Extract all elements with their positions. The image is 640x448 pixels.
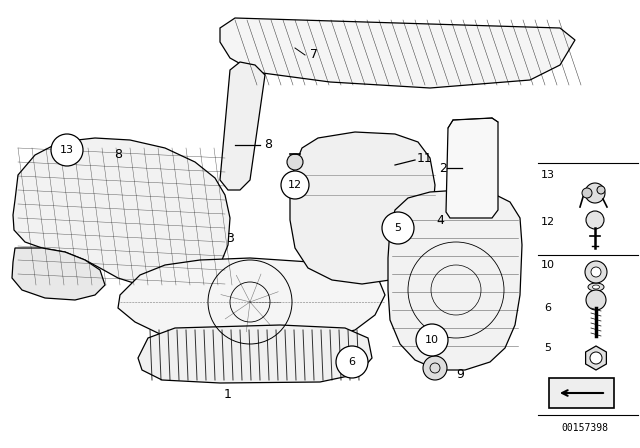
Polygon shape xyxy=(138,325,372,383)
Circle shape xyxy=(586,211,604,229)
Ellipse shape xyxy=(588,283,604,291)
Ellipse shape xyxy=(589,290,603,297)
Polygon shape xyxy=(12,248,105,300)
Circle shape xyxy=(51,134,83,166)
Circle shape xyxy=(281,171,309,199)
Polygon shape xyxy=(388,190,522,370)
Text: 10: 10 xyxy=(541,260,555,270)
Text: 8: 8 xyxy=(114,148,122,161)
FancyBboxPatch shape xyxy=(549,378,614,408)
Circle shape xyxy=(382,212,414,244)
Circle shape xyxy=(423,356,447,380)
Circle shape xyxy=(586,290,606,310)
Text: 7: 7 xyxy=(310,48,318,61)
Text: 8: 8 xyxy=(264,138,272,151)
Circle shape xyxy=(590,352,602,364)
Circle shape xyxy=(336,346,368,378)
Circle shape xyxy=(416,324,448,356)
Circle shape xyxy=(287,154,303,170)
Text: 9: 9 xyxy=(456,369,464,382)
Polygon shape xyxy=(586,346,606,370)
Text: 11: 11 xyxy=(417,151,433,164)
Polygon shape xyxy=(13,138,230,288)
Polygon shape xyxy=(118,258,385,345)
Ellipse shape xyxy=(593,285,600,289)
Text: 5: 5 xyxy=(545,343,552,353)
Circle shape xyxy=(582,188,592,198)
Circle shape xyxy=(591,267,601,277)
Polygon shape xyxy=(446,118,498,218)
Text: 12: 12 xyxy=(541,217,555,227)
Text: 10: 10 xyxy=(425,335,439,345)
Text: 4: 4 xyxy=(436,214,444,227)
Text: 5: 5 xyxy=(394,223,401,233)
Text: 6: 6 xyxy=(545,303,552,313)
Polygon shape xyxy=(220,18,575,88)
Text: 12: 12 xyxy=(288,180,302,190)
Text: 6: 6 xyxy=(349,357,355,367)
Circle shape xyxy=(585,261,607,283)
Text: 3: 3 xyxy=(226,232,234,245)
Text: 13: 13 xyxy=(541,170,555,180)
Circle shape xyxy=(597,186,605,194)
Polygon shape xyxy=(220,62,265,190)
Text: 1: 1 xyxy=(224,388,232,401)
Text: 13: 13 xyxy=(60,145,74,155)
Polygon shape xyxy=(290,132,435,284)
Circle shape xyxy=(585,183,605,203)
Text: 00157398: 00157398 xyxy=(561,423,609,433)
Text: 2: 2 xyxy=(439,161,447,175)
